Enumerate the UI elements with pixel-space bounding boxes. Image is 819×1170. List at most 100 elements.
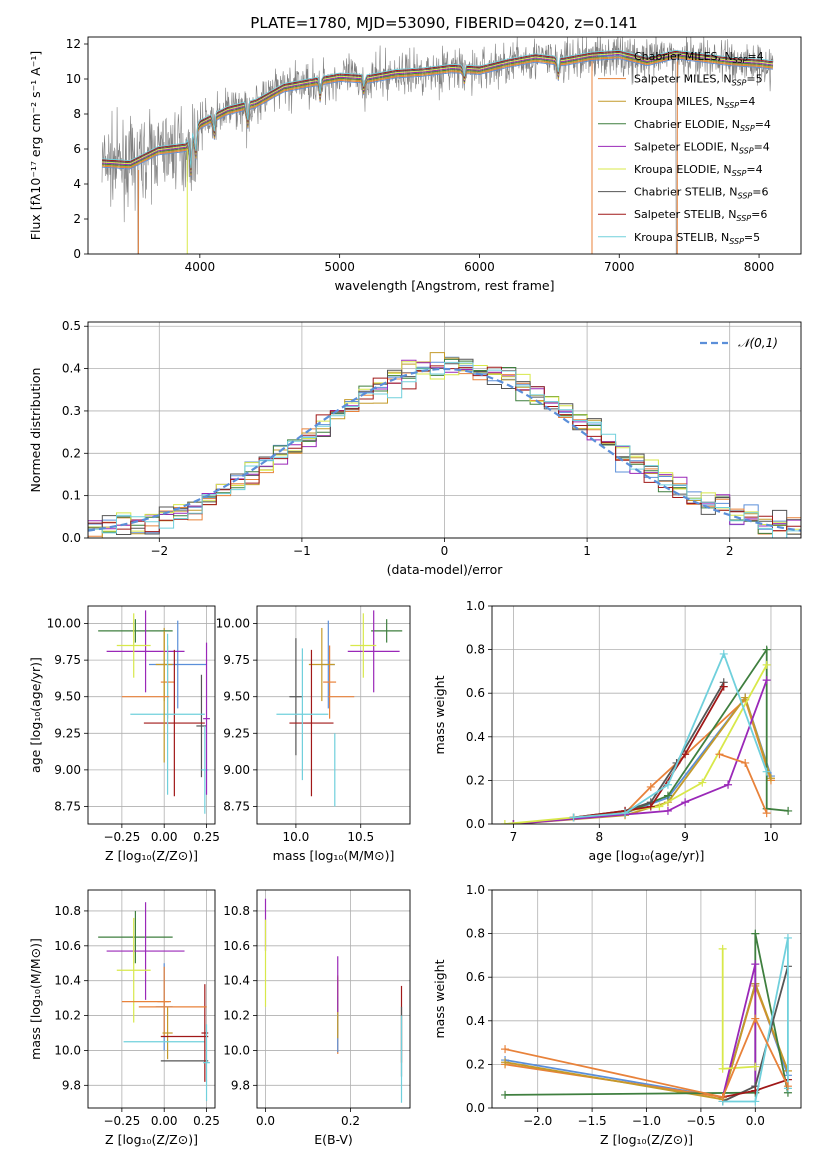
legend-text: Chabrier ELODIE, N [634, 118, 740, 131]
weight-line-salpeter_miles [504, 1016, 789, 1099]
weight-marker-salpeter_stelib [719, 682, 728, 691]
y-tick-label: 10.4 [54, 974, 81, 988]
weight-line-kroupa_elodie [721, 948, 756, 1070]
weight-marker-salpeter_elodie [681, 798, 690, 807]
x-tick-label: 0.25 [193, 830, 220, 844]
weight-marker-salpeter_miles [741, 758, 750, 767]
weight-marker-salpeter_miles [718, 1093, 727, 1102]
x-tick-label: 4000 [185, 260, 216, 274]
y-tick-label: 9.25 [223, 726, 250, 740]
weight-marker-kroupa_elodie [655, 802, 664, 811]
y-tick-label: 0.4 [62, 362, 81, 376]
legend-label-kroupa_elodie: Kroupa ELODIE, NSSP=4 [634, 163, 763, 178]
normal-curve [88, 367, 801, 532]
y-tick-label: 10.2 [54, 1009, 81, 1023]
weight-marker-kroupa_miles [501, 1058, 510, 1067]
weight-marker-kroupa_stelib [719, 649, 728, 658]
plot-area [276, 610, 403, 807]
y-tick-label: 0 [73, 247, 81, 261]
y-tick-label: 9.00 [223, 763, 250, 777]
x-tick-label: 1 [583, 544, 591, 558]
legend-value: =5 [746, 73, 762, 86]
y-tick-label: 0.8 [466, 643, 485, 657]
y-tick-label: 0.4 [466, 730, 485, 744]
y-axis-label: age [log₁₀(age/yr)] [28, 657, 43, 773]
x-tick-label: 6000 [464, 260, 495, 274]
legend-subscript: SSP [733, 56, 748, 65]
legend-text: Salpeter STELIB, N [634, 208, 736, 221]
weight-marker-kroupa_elodie [718, 1064, 727, 1073]
y-tick-label: 8.75 [223, 799, 250, 813]
y-tick-label: 1.0 [466, 599, 485, 613]
x-tick-label: −0.25 [103, 1114, 140, 1128]
y-tick-label: 10.8 [223, 904, 250, 918]
axes-frame [256, 605, 411, 825]
y-tick-label: 10.00 [47, 617, 81, 631]
weight-marker-kroupa_stelib [569, 813, 578, 822]
legend-value: =6 [751, 208, 767, 221]
y-tick-label: 10.2 [223, 1009, 250, 1023]
y-tick-label: 9.8 [62, 1078, 81, 1092]
legend-value: =4 [746, 163, 762, 176]
x-tick-label: −0.5 [686, 1114, 715, 1128]
y-tick-label: 0.5 [62, 319, 81, 333]
weight-marker-kroupa_stelib [783, 933, 792, 942]
x-tick-label: 0.2 [341, 1114, 360, 1128]
axes-frame [87, 321, 802, 539]
legend-label-chabrier_stelib: Chabrier STELIB, NSSP=6 [634, 186, 768, 201]
x-tick-label: 5000 [324, 260, 355, 274]
y-tick-label: 10.6 [223, 939, 250, 953]
legend-text: Chabrier MILES, N [634, 50, 733, 63]
weight-marker-salpeter_stelib [681, 750, 690, 759]
x-tick-label: 7000 [604, 260, 635, 274]
weight-marker-kroupa_miles [766, 774, 775, 783]
panel-weight_vs_age: 7 8 9 10 0.0 0.2 0.4 0.6 0.8 1.0 age [log₁₀(age/yr… [432, 599, 802, 863]
weight-line-kroupa_stelib [722, 937, 789, 1103]
x-tick-label: 0 [441, 544, 449, 558]
panel-weight_vs_Z: −2.0 −1.5 −1.0 −0.5 0.0 0.0 0.2 0.4 0.6 0.8 1.0 Z [… [432, 883, 802, 1147]
weight-marker-salpeter_elodie [663, 806, 672, 815]
legend-label-chabrier_elodie: Chabrier ELODIE, NSSP=4 [634, 118, 771, 133]
figure-title: PLATE=1780, MJD=53090, FIBERID=0420, z=0… [250, 14, 637, 32]
y-tick-label: 9.50 [223, 690, 250, 704]
weight-marker-kroupa_stelib [762, 767, 771, 776]
x-tick-label: 0.0 [746, 1114, 765, 1128]
axes-frame [256, 889, 411, 1109]
y-tick-label: 0.0 [466, 1101, 485, 1115]
weight-marker-salpeter_miles [751, 1014, 760, 1023]
y-tick-label: 10.0 [54, 1043, 81, 1057]
y-tick-label: 0.3 [62, 404, 81, 418]
weight-marker-salpeter_miles [646, 782, 655, 791]
weight-marker-chabrier_elodie [762, 645, 771, 654]
legend-value: =4 [739, 95, 755, 108]
x-tick-label: −0.25 [103, 830, 140, 844]
weight-marker-salpeter_stelib [646, 802, 655, 811]
weight-marker-kroupa_elodie [751, 1062, 760, 1071]
y-tick-label: 10.4 [223, 974, 250, 988]
plot-area [101, 37, 774, 254]
plot-area [98, 610, 210, 814]
weight-marker-chabrier_elodie [501, 1090, 510, 1099]
plot-area [500, 645, 793, 824]
y-axis-label: mass [log₁₀(M/M⊙)] [28, 938, 43, 1060]
x-axis-label: wavelength [Angstrom, rest frame] [334, 278, 554, 293]
weight-line-kroupa_elodie [504, 664, 768, 824]
legend-label-kroupa_stelib: Kroupa STELIB, NSSP=5 [634, 231, 760, 246]
axes-frame [87, 36, 802, 255]
weight-marker-salpeter_elodie [509, 820, 518, 824]
y-tick-label: 8 [73, 107, 81, 121]
y-tick-label: 9.75 [223, 653, 250, 667]
weight-marker-salpeter_miles [715, 750, 724, 759]
x-axis-label: mass [log₁₀(M/M⊙)] [273, 848, 395, 863]
y-tick-label: 0.2 [466, 773, 485, 787]
y-tick-label: 9.25 [54, 726, 81, 740]
legend-text: Chabrier STELIB, N [634, 186, 738, 199]
y-tick-label: 0.6 [466, 686, 485, 700]
legend-label-kroupa_miles: Kroupa MILES, NSSP=4 [634, 95, 755, 110]
y-axis-label: mass weight [432, 959, 447, 1038]
weight-marker-kroupa_stelib [663, 780, 672, 789]
weight-marker-chabrier_elodie [784, 806, 793, 815]
legend-text: Kroupa MILES, N [634, 95, 724, 108]
legend-subscript: SSP [736, 214, 751, 223]
y-tick-label: 0.0 [466, 817, 485, 831]
